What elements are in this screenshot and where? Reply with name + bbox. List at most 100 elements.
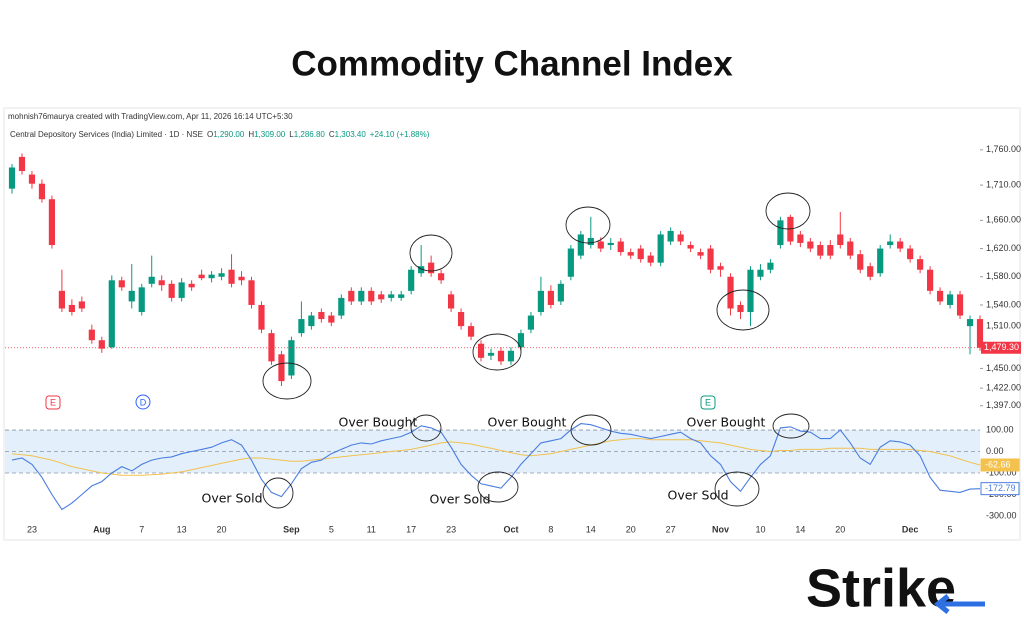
candle-body (847, 241, 854, 256)
candle-body (138, 287, 145, 313)
candle-body (447, 294, 455, 309)
symbol: Central Depository Services (India) Limi… (10, 130, 203, 139)
highlight-ellipse (472, 333, 522, 371)
candle-body (777, 220, 784, 246)
highlight-ellipse (477, 471, 519, 503)
candle-body (18, 156, 26, 172)
cci-line-badge (980, 482, 1020, 496)
candle-body (88, 329, 95, 341)
candle-body (328, 315, 335, 323)
y-tick-label: 1,580.00 (986, 271, 1021, 281)
candle-body (936, 290, 944, 302)
candle-body (956, 294, 964, 316)
candle-body (368, 290, 375, 302)
highlight-ellipse (262, 362, 312, 400)
candle-body (767, 262, 774, 270)
candle-body (388, 294, 395, 298)
x-tick-label: 10 (755, 524, 765, 534)
y-tick-label: 1,660.00 (986, 215, 1021, 225)
symbol-line: Central Depository Services (India) Limi… (10, 130, 430, 139)
candle-body (807, 241, 814, 249)
candle-body (318, 312, 325, 320)
annotation: Over Bought (339, 415, 418, 430)
cci-ma-line-value-label: -62.66 (985, 459, 1011, 469)
candle-body (877, 248, 884, 274)
y2-tick-label: 100.00 (986, 424, 1014, 434)
x-tick-label: 5 (329, 524, 334, 534)
x-tick-label: Aug (93, 524, 111, 534)
ohlc-key: L (289, 130, 294, 139)
candle-body (158, 280, 165, 286)
event-label: E (705, 397, 711, 407)
x-tick-label: Dec (902, 524, 919, 534)
ohlc-key: C (329, 130, 335, 139)
candle-body (78, 301, 85, 309)
candle-body (976, 319, 984, 348)
x-tick-label: 23 (27, 524, 37, 534)
highlight-ellipse (410, 414, 442, 442)
candle-body (597, 241, 604, 249)
y-tick-label: 1,422.00 (986, 383, 1021, 393)
y-tick-label: 1,450.00 (986, 363, 1021, 373)
candle-body (607, 242, 614, 246)
cci-line (11, 423, 981, 511)
candle-body (428, 262, 435, 274)
x-tick-label: 20 (217, 524, 227, 534)
candle-body (587, 237, 594, 246)
highlight-ellipse (716, 289, 770, 331)
candle-body (647, 255, 654, 263)
candle-body (477, 343, 485, 358)
event: E (700, 395, 716, 410)
y-tick-label: 1,620.00 (986, 243, 1021, 253)
logo-text: Strike (806, 558, 956, 618)
candle-body (527, 315, 535, 330)
candle-body (148, 276, 155, 284)
candle-body (627, 252, 634, 256)
x-tick-label: 8 (548, 524, 553, 534)
x-tick-label: Sep (283, 524, 300, 534)
candle-body (238, 276, 245, 281)
candle-body (188, 283, 195, 288)
candle-body (58, 290, 65, 309)
candle-body (248, 280, 255, 305)
credit: mohnish76maurya created with TradingView… (8, 112, 293, 121)
candle-body (567, 248, 574, 277)
candle-body (408, 269, 415, 291)
event: E (45, 395, 61, 410)
candle-body (38, 183, 46, 200)
candle-body (198, 274, 205, 279)
candle-body (378, 294, 385, 300)
candle-body (288, 340, 295, 376)
candle-body (537, 290, 545, 313)
candle-body (98, 340, 105, 349)
candle-body (28, 174, 36, 184)
y2-tick-label: -100.00 (986, 467, 1017, 477)
candle-body (637, 248, 644, 260)
candle-body (687, 245, 694, 249)
candle-body (797, 234, 804, 243)
candle-body (68, 304, 75, 313)
candle-body (338, 297, 345, 316)
candle-body (48, 199, 56, 246)
candle-body (168, 283, 175, 298)
logo: Strike (806, 558, 985, 618)
candle-body (8, 167, 16, 189)
ohlc-key: H (248, 130, 254, 139)
x-tick-label: 17 (406, 524, 416, 534)
cci-line-value-label: -172.79 (985, 483, 1016, 493)
page-title: Commodity Channel Index (291, 44, 733, 83)
candle-body (837, 234, 844, 246)
candle-body (617, 241, 624, 253)
y-tick-label: 1,710.00 (986, 179, 1021, 189)
candle-body (577, 234, 584, 256)
candle-body (308, 315, 315, 327)
event-label: D (140, 397, 147, 407)
candle-body (867, 266, 874, 277)
highlight-ellipse (772, 413, 810, 439)
candle-body (757, 269, 764, 277)
candle-body (737, 304, 744, 313)
candle-body (487, 352, 495, 356)
ohlc-key: O (207, 130, 213, 139)
candle-body (208, 274, 215, 279)
candle-body (547, 290, 554, 305)
